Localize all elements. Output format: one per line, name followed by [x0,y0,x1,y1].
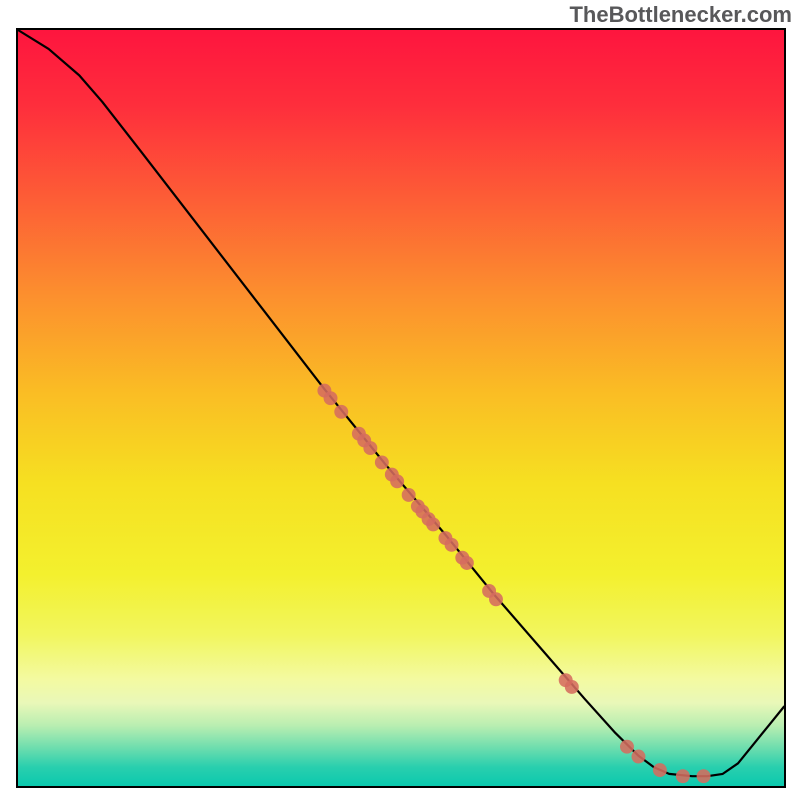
data-marker [390,474,404,488]
chart-svg [18,30,784,786]
data-marker [363,441,377,455]
data-marker [620,740,634,754]
chart-container: TheBottlenecker.com [0,0,800,800]
data-marker [426,517,440,531]
data-marker [565,680,579,694]
plot-area [16,28,786,788]
curve-line [18,30,784,776]
watermark-text: TheBottlenecker.com [569,2,792,28]
data-marker [375,455,389,469]
data-marker [402,488,416,502]
data-marker [653,763,667,777]
data-marker [324,391,338,405]
data-marker [445,538,459,552]
data-marker [489,592,503,606]
data-marker [676,769,690,783]
data-marker [334,405,348,419]
data-marker [697,769,711,783]
data-marker [460,556,474,570]
data-marker [631,750,645,764]
marker-group [317,384,710,783]
